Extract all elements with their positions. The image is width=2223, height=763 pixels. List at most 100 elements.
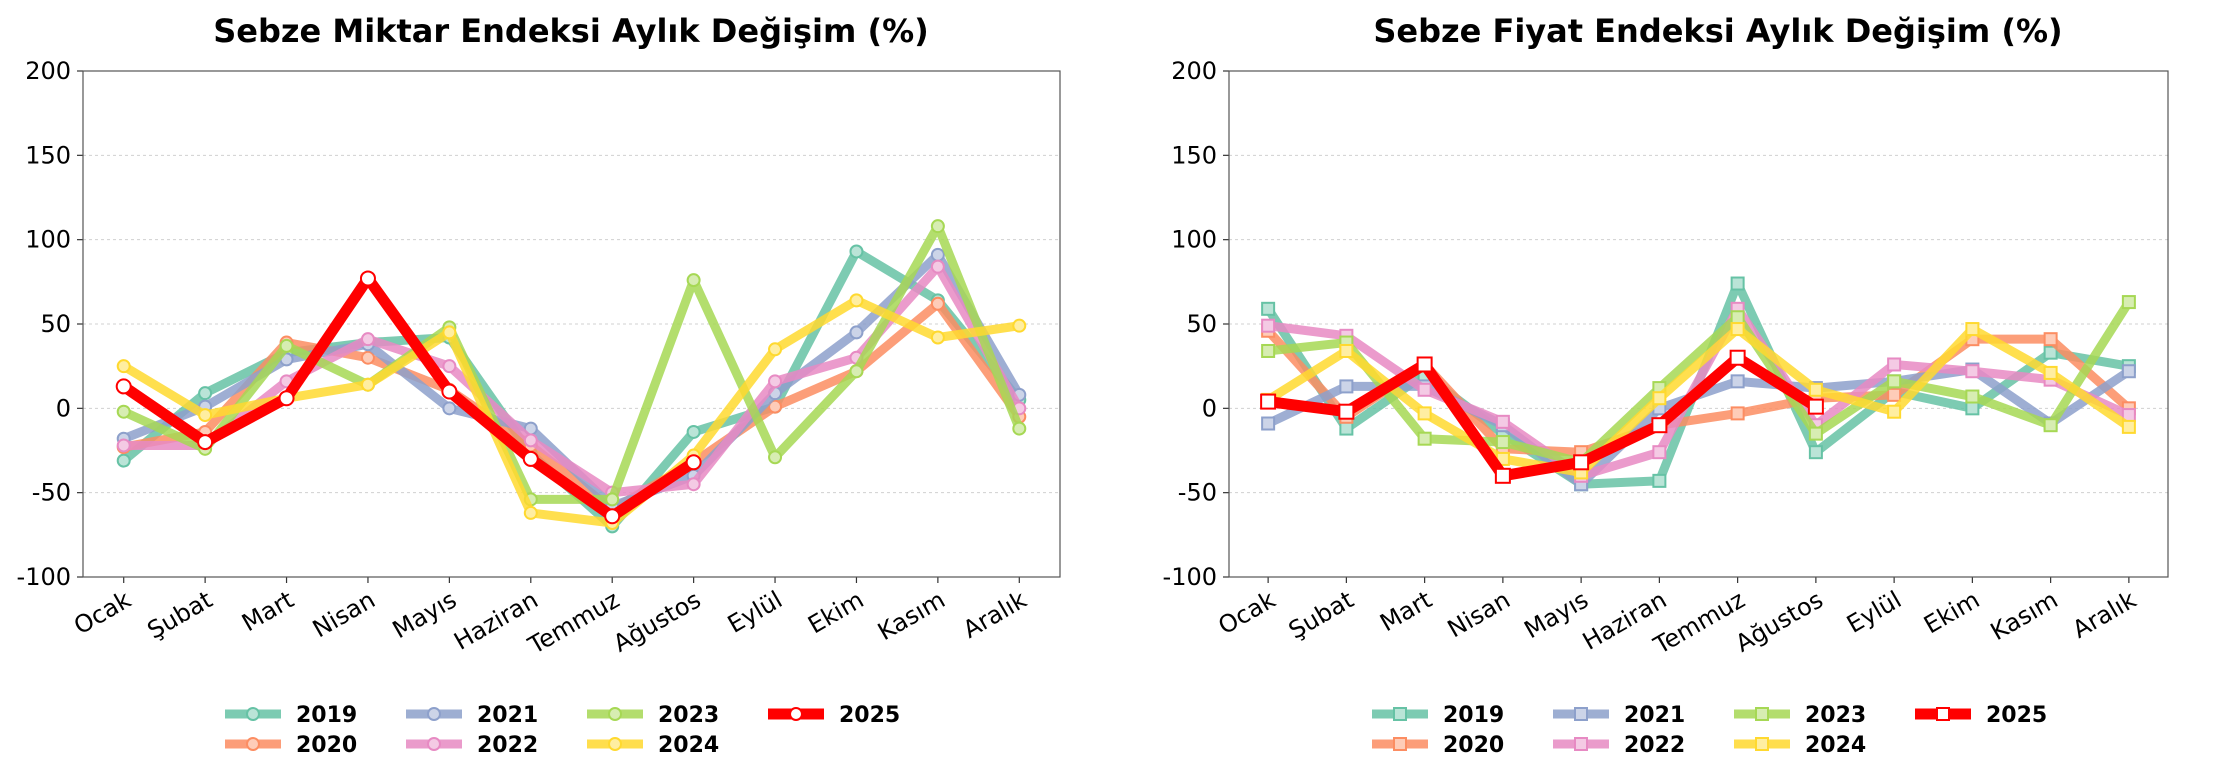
x-tick-label: Ağustos [609, 586, 706, 658]
point-2021 [2121, 364, 2136, 379]
series-line-2023 [119, 221, 1024, 504]
series-line-2022 [1263, 304, 2134, 481]
x-tick-label: Aralık [2068, 585, 2141, 643]
legend-marker [608, 707, 622, 721]
legend-label: 2019 [296, 703, 357, 728]
point-2023 [1808, 426, 1823, 441]
point-2024 [198, 408, 213, 423]
point-2023 [2121, 295, 2136, 310]
point-2025 [1573, 454, 1590, 471]
legend-marker [1574, 707, 1588, 721]
point-2022 [442, 359, 457, 374]
series-2025 [115, 270, 702, 525]
legend-marker [1755, 737, 1769, 751]
point-2024 [2043, 365, 2058, 380]
point-2024 [1339, 343, 1354, 358]
legend-label: 2019 [1443, 703, 1504, 728]
point-2024 [116, 359, 131, 374]
fiyat-chart: Sebze Fiyat Endeksi Aylık Değişim (%) -10… [1163, 12, 2169, 758]
x-tick-label: Temmuz [523, 586, 624, 661]
x-tick-label: Mart [237, 586, 298, 638]
legend-item-2022: 2022 [406, 733, 538, 758]
point-2022 [1417, 382, 1432, 397]
point-2019 [1730, 276, 1745, 291]
point-2025 [441, 383, 458, 400]
point-2020 [1887, 387, 1902, 402]
legend-item-2020: 2020 [1372, 733, 1504, 758]
legend-marker [246, 737, 260, 751]
x-tick-label: Ocak [69, 585, 136, 640]
point-2022 [116, 438, 131, 453]
legend-label: 2022 [477, 733, 538, 758]
point-2023 [116, 404, 131, 419]
point-2024 [442, 325, 457, 340]
point-2025 [197, 434, 214, 451]
point-2022 [686, 477, 701, 492]
legend-marker [1393, 737, 1407, 751]
y-tick-label: -100 [1163, 563, 1217, 591]
point-2022 [1261, 318, 1276, 333]
point-2020 [1730, 406, 1745, 421]
point-2024 [523, 505, 538, 520]
point-2019 [116, 453, 131, 468]
point-2023 [2043, 418, 2058, 433]
point-2025 [359, 270, 376, 287]
y-tick-label: 200 [1171, 57, 1217, 85]
point-2021 [1730, 374, 1745, 389]
y-tick-label: 100 [1171, 226, 1217, 254]
x-tick-label: Şubat [1284, 586, 1358, 645]
legend-label: 2020 [1443, 733, 1504, 758]
legend-label: 2021 [477, 703, 538, 728]
point-2022 [1965, 364, 1980, 379]
point-2019 [1965, 401, 1980, 416]
legend-item-2025: 2025 [768, 703, 900, 728]
series-2024 [1261, 322, 2136, 480]
y-tick-label: 200 [25, 57, 71, 85]
point-2023 [849, 364, 864, 379]
x-tick-label: Kasım [1986, 586, 2063, 647]
x-tick-label: Ekim [1919, 586, 1984, 640]
y-tick-label: 50 [40, 310, 71, 338]
legend-marker [789, 707, 803, 721]
point-2023 [1495, 435, 1510, 450]
point-2021 [442, 401, 457, 416]
series-line-2024 [1263, 324, 2134, 477]
legend-marker [427, 737, 441, 751]
point-2019 [1808, 445, 1823, 460]
point-2023 [279, 338, 294, 353]
legend-label: 2025 [1986, 703, 2047, 728]
legend-marker [246, 707, 260, 721]
legend-marker [608, 737, 622, 751]
point-2024 [1652, 391, 1667, 406]
legend-item-2023: 2023 [587, 703, 719, 728]
legend-item-2024: 2024 [587, 733, 719, 758]
point-2024 [849, 293, 864, 308]
x-tick-label: Eylül [1842, 586, 1906, 639]
legend-marker [1574, 737, 1588, 751]
point-2019 [1339, 421, 1354, 436]
point-2019 [686, 424, 701, 439]
point-2021 [849, 325, 864, 340]
point-2021 [1339, 379, 1354, 394]
miktar-chart: Sebze Miktar Endeksi Aylık Değişim (%) -1… [17, 12, 1061, 758]
point-2025 [1651, 417, 1668, 434]
point-2025 [685, 454, 702, 471]
point-2024 [360, 377, 375, 392]
point-2023 [605, 492, 620, 507]
y-tick-label: 0 [56, 394, 71, 422]
point-2025 [522, 450, 539, 467]
point-2023 [1417, 431, 1432, 446]
point-2023 [768, 450, 783, 465]
x-tick-label: Ağustos [1731, 586, 1828, 658]
point-2020 [360, 350, 375, 365]
legend-item-2021: 2021 [406, 703, 538, 728]
point-2022 [768, 374, 783, 389]
legend-item-2025: 2025 [1915, 703, 2047, 728]
point-2022 [1495, 414, 1510, 429]
point-2022 [1652, 445, 1667, 460]
point-2022 [523, 433, 538, 448]
point-2019 [198, 386, 213, 401]
x-tick-label: Aralık [958, 585, 1031, 643]
legend-label: 2021 [1624, 703, 1685, 728]
